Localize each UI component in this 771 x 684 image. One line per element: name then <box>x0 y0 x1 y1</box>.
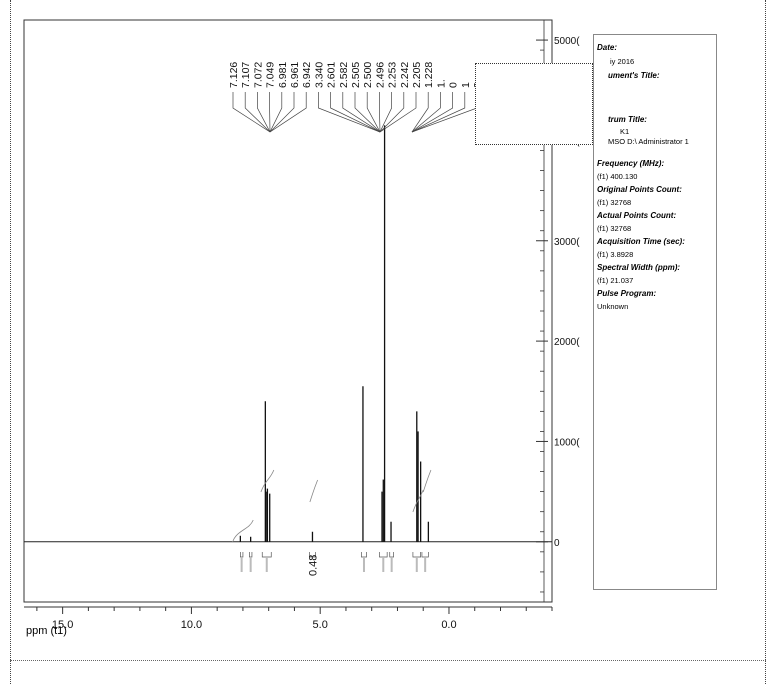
integration-curve <box>422 469 432 493</box>
peak-label-connector <box>318 92 381 133</box>
peak-label-connector <box>411 92 429 133</box>
acquisition-time-value: (f1) 3.8928 <box>597 250 634 259</box>
peak-label: 2.242 <box>399 62 411 88</box>
peak-label-connector <box>411 92 453 133</box>
original-points-label: Original Points Count: <box>597 185 682 194</box>
peak-label-connector <box>232 92 271 133</box>
peak-label: 2.496 <box>374 62 386 88</box>
peak-label-connector <box>244 92 271 133</box>
peak-label-connector <box>411 92 441 133</box>
peak-label-connector <box>269 92 283 133</box>
pulse-program-value: Unknown <box>597 302 629 311</box>
integration-curve <box>309 479 318 503</box>
peak-label: 6.961 <box>289 62 301 88</box>
peak-label: 7.126 <box>228 62 240 88</box>
integration-bracket <box>379 552 388 558</box>
integration-bracket <box>389 552 394 558</box>
spectrum-title-value-1: K1 <box>620 127 630 136</box>
integration-curve <box>412 489 424 513</box>
peak-label-connector <box>366 92 381 133</box>
spectrum-title-value-2: MSO D:\ Administrator 1 <box>608 137 689 146</box>
integration-bracket <box>240 552 244 558</box>
peak-label-connector <box>269 92 295 133</box>
peak-label-connector <box>411 92 466 133</box>
peak-label: 7.072 <box>252 62 264 88</box>
spectral-width-label: Spectral Width (ppm): <box>597 263 681 272</box>
spectrum-title-label: trum Title: <box>608 115 647 124</box>
x-axis-label: ppm (t1) <box>26 625 67 637</box>
peak-label-connector <box>379 92 381 133</box>
peak-label: 2.601 <box>326 62 338 88</box>
integration-bracket <box>361 552 367 558</box>
integration-bracket <box>261 552 272 558</box>
y-tick-label: 3000( <box>554 237 580 248</box>
peak-label-connector <box>330 92 381 133</box>
peak-label: 2.505 <box>350 62 362 88</box>
document-title-label: ument's Title: <box>608 71 660 80</box>
actual-points-value: (f1) 32768 <box>597 224 632 233</box>
peak-label: 6.942 <box>301 62 313 88</box>
peak-label-connector <box>379 92 392 133</box>
frequency-label: Frequency (MHz): <box>597 159 665 168</box>
peak-label: 1.228 <box>423 62 435 88</box>
peak-label-connector <box>342 92 381 133</box>
x-tick-label: 10.0 <box>181 619 202 631</box>
peak-label-connector <box>379 92 417 133</box>
y-tick-label: 1000( <box>554 437 580 448</box>
x-tick-label: 5.0 <box>313 619 328 631</box>
peak-label: 6.981 <box>277 62 289 88</box>
date-value: iy 2016 <box>610 57 635 66</box>
frequency-value: (f1) 400.130 <box>597 172 638 181</box>
integration-label: 0.48 <box>307 555 319 576</box>
peak-label: 7.107 <box>240 62 252 88</box>
peak-label-connector <box>354 92 381 133</box>
peak-label-connector <box>269 92 307 133</box>
plot-area-border <box>23 19 553 603</box>
peak-label: 1. <box>435 79 447 88</box>
integration-curve <box>232 519 254 543</box>
y-tick-label: 5000( <box>554 36 580 47</box>
pulse-program-label: Pulse Program: <box>597 289 657 298</box>
integration-bracket <box>309 552 316 558</box>
y-tick-label: 2000( <box>554 337 580 348</box>
peak-label: 2.582 <box>338 62 350 88</box>
peak-label: 2.500 <box>362 62 374 88</box>
peak-label: 2.253 <box>387 62 399 88</box>
document-frame <box>10 0 766 684</box>
x-tick-label: 15.0 <box>52 619 73 631</box>
overlay-box <box>475 63 593 145</box>
actual-points-label: Actual Points Count: <box>597 211 677 220</box>
parameters-panel: Date: iy 2016 ument's Title: trum Title:… <box>593 34 717 590</box>
peak-label: 3.340 <box>313 62 325 88</box>
original-points-value: (f1) 32768 <box>597 198 632 207</box>
date-label: Date: <box>597 43 618 52</box>
integration-bracket <box>249 552 253 558</box>
peak-label: 2.205 <box>411 62 423 88</box>
x-tick-label: 0.0 <box>441 619 456 631</box>
bottom-divider <box>10 660 766 661</box>
peak-label-connector <box>379 92 405 133</box>
integration-curve <box>260 469 275 493</box>
acquisition-time-label: Acquisition Time (sec): <box>597 237 685 246</box>
peak-label: 7.049 <box>265 62 277 88</box>
integration-bracket <box>412 552 421 558</box>
spectral-width-value: (f1) 21.037 <box>597 276 634 285</box>
peak-label: 0 <box>448 82 460 88</box>
peak-label: 1 <box>460 82 472 88</box>
y-tick-label: 0 <box>554 538 560 549</box>
peak-label-connector <box>257 92 271 133</box>
integration-bracket <box>421 552 429 558</box>
